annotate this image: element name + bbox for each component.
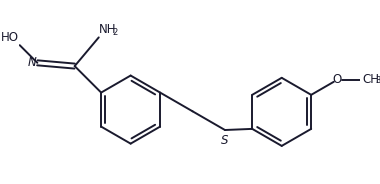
Text: NH: NH (99, 23, 117, 36)
Text: O: O (332, 73, 341, 86)
Text: N: N (28, 56, 37, 69)
Text: 2: 2 (112, 28, 118, 37)
Text: S: S (221, 134, 229, 147)
Text: 3: 3 (376, 76, 380, 85)
Text: CH: CH (363, 73, 380, 86)
Text: HO: HO (1, 31, 19, 44)
